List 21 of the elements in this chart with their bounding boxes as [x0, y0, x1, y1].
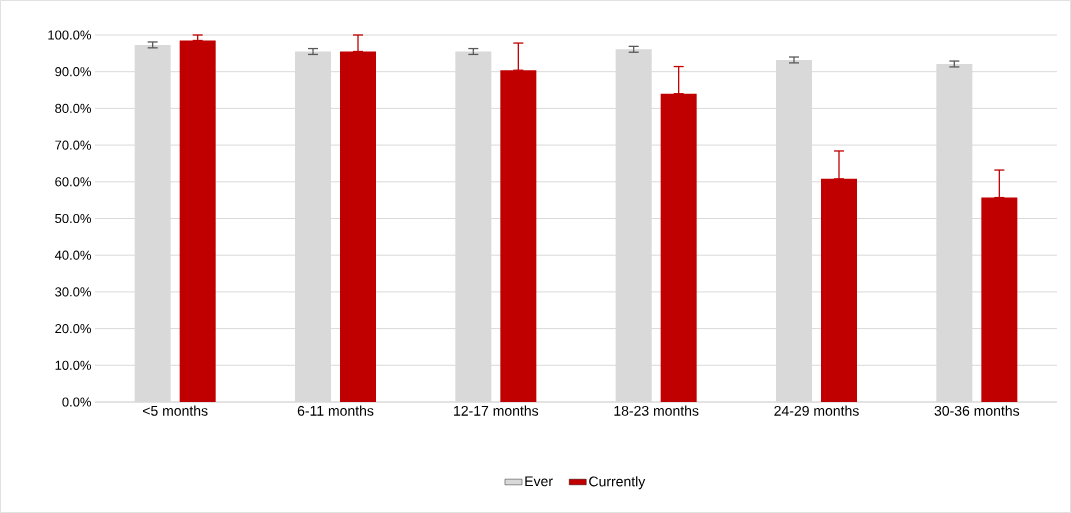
y-tick-label: 10.0% [55, 360, 92, 370]
x-tick-label: 24-29 months [774, 405, 859, 416]
legend-label: Ever [525, 476, 553, 487]
y-tick-label: 50.0% [55, 213, 92, 224]
bar [179, 40, 216, 402]
y-tick-label: 90.0% [55, 67, 92, 77]
x-tick-label: 30-36 months [934, 405, 1020, 416]
y-tick-label: 70.0% [55, 140, 92, 150]
y-tick-label: 20.0% [55, 323, 92, 334]
x-tick-label: 12-17 months [454, 405, 539, 416]
y-tick-label: 80.0% [55, 103, 92, 113]
x-tick-label: 6-11 months [297, 405, 374, 416]
legend-label: Currently [589, 476, 646, 490]
bar [821, 178, 857, 402]
y-tick-label: 30.0% [55, 287, 92, 297]
x-tick-label: <5 months [142, 405, 208, 416]
y-tick-label: 40.0% [54, 250, 92, 260]
y-tick-label: 60.0% [55, 177, 92, 187]
y-tick-label: 0.0% [62, 397, 92, 407]
y-tick-label: 100.0% [48, 30, 92, 40]
x-tick-label: 18-23 months [614, 405, 699, 416]
